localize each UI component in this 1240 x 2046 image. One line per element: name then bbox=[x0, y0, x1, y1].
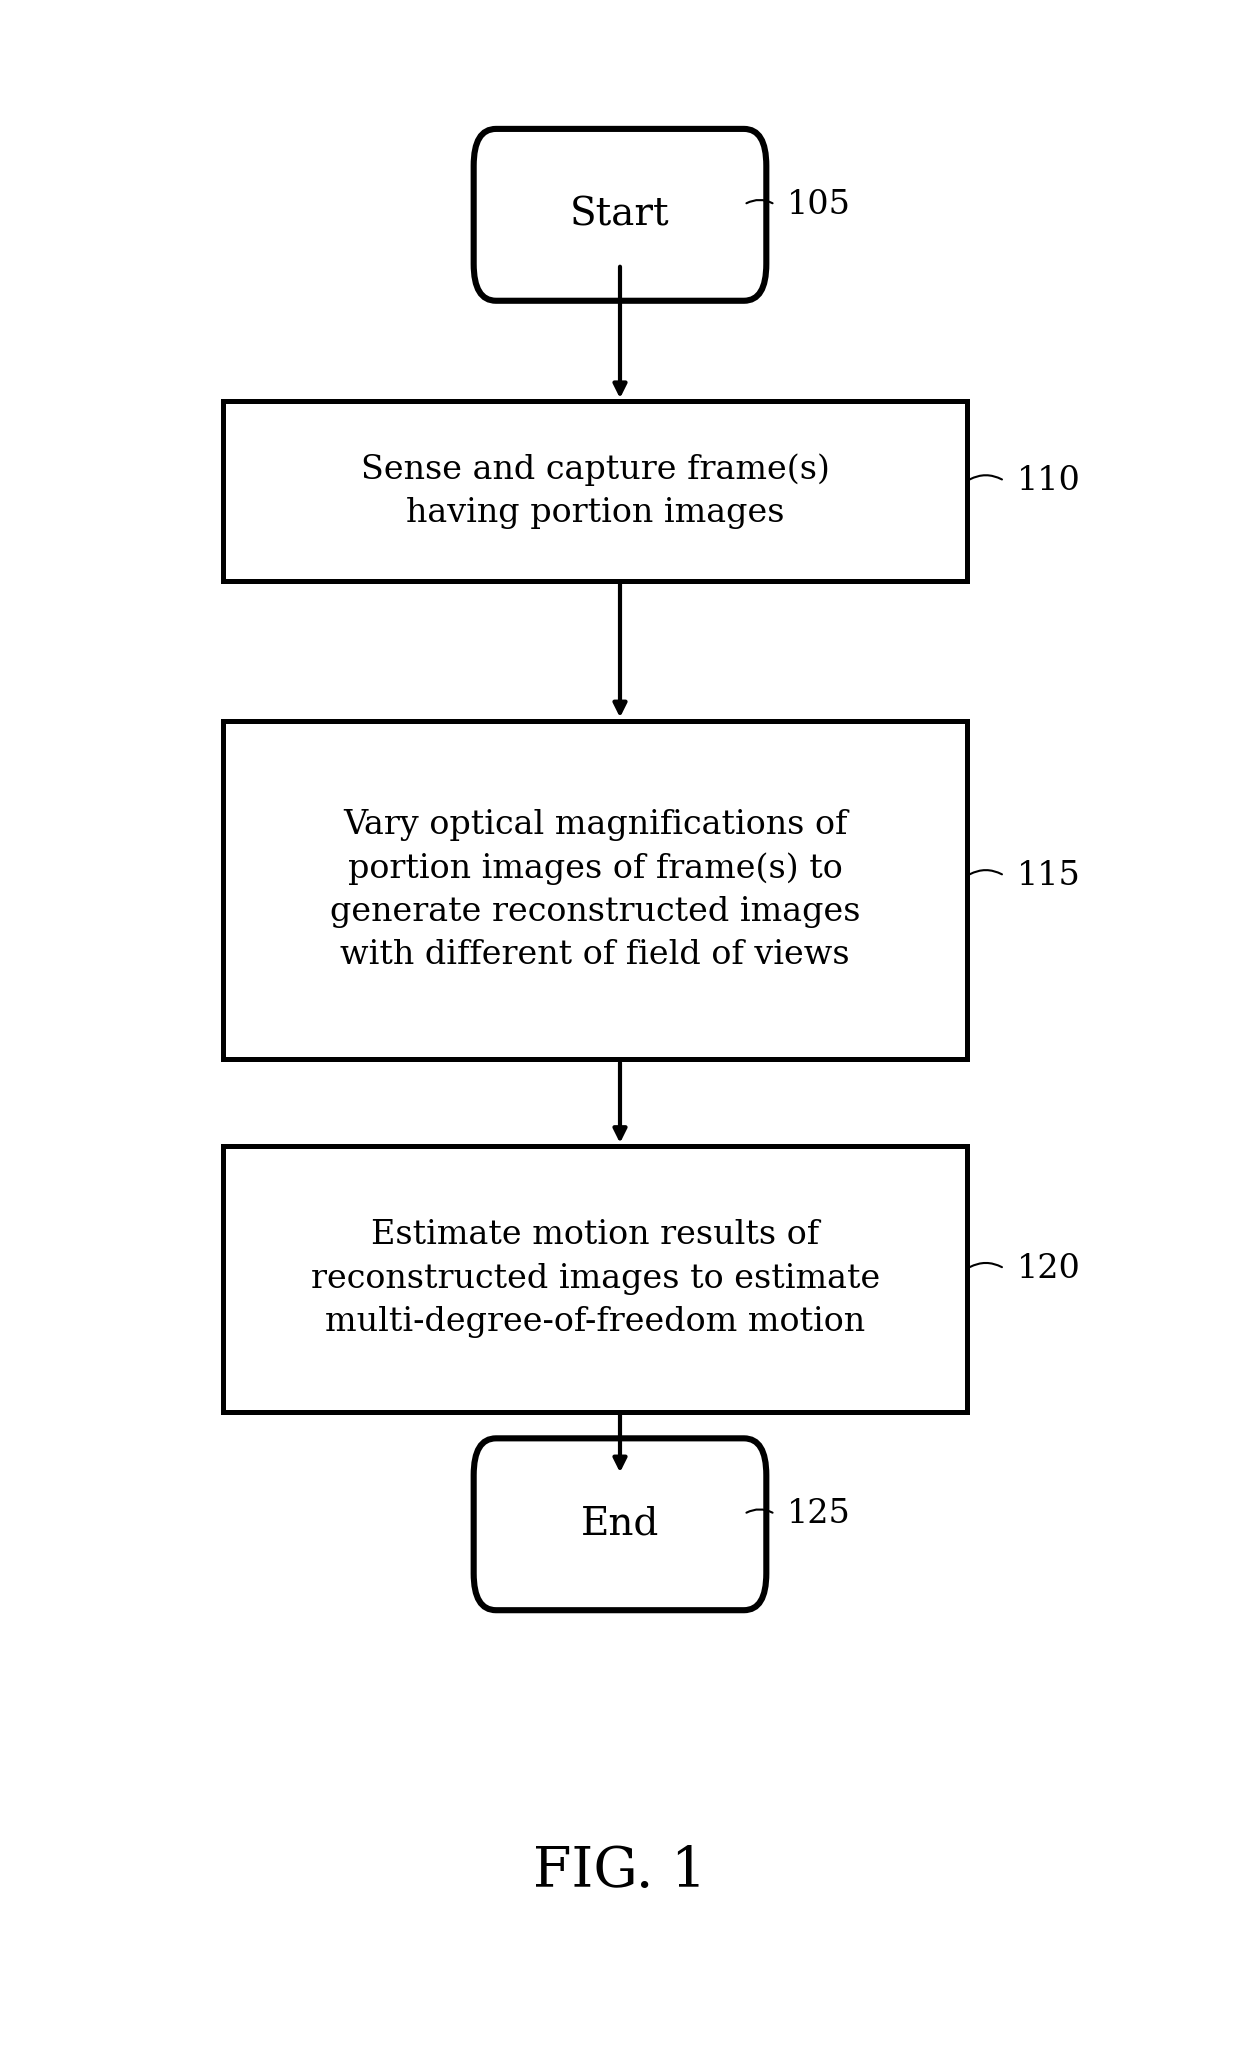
FancyBboxPatch shape bbox=[474, 129, 766, 301]
FancyBboxPatch shape bbox=[474, 1438, 766, 1610]
Text: 125: 125 bbox=[787, 1498, 852, 1530]
Text: 110: 110 bbox=[1017, 464, 1081, 497]
Text: 115: 115 bbox=[1017, 859, 1081, 892]
Text: Vary optical magnifications of
portion images of frame(s) to
generate reconstruc: Vary optical magnifications of portion i… bbox=[330, 808, 861, 972]
Text: End: End bbox=[580, 1506, 660, 1543]
Bar bbox=[223, 401, 967, 581]
Text: 105: 105 bbox=[787, 188, 852, 221]
Text: Start: Start bbox=[570, 196, 670, 233]
Text: FIG. 1: FIG. 1 bbox=[533, 1845, 707, 1899]
Bar bbox=[223, 1146, 967, 1412]
Text: Sense and capture frame(s)
having portion images: Sense and capture frame(s) having portio… bbox=[361, 452, 830, 530]
Text: 120: 120 bbox=[1017, 1252, 1081, 1285]
Bar bbox=[223, 722, 967, 1060]
Text: Estimate motion results of
reconstructed images to estimate
multi-degree-of-free: Estimate motion results of reconstructed… bbox=[310, 1219, 880, 1338]
